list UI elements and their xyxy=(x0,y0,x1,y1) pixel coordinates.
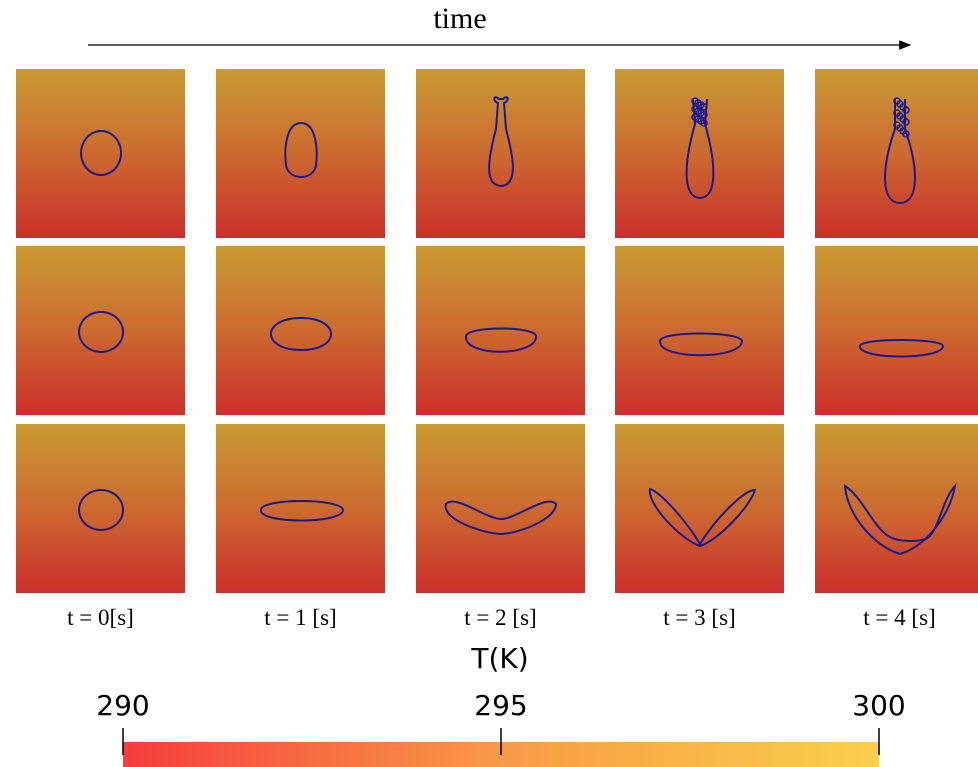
colorbar-tick-label: 295 xyxy=(474,689,527,722)
panel xyxy=(216,246,385,415)
colorbar-tick-label: 300 xyxy=(852,689,905,722)
panel xyxy=(815,424,978,593)
time-caption: t = 4 [s] xyxy=(863,605,935,630)
panel xyxy=(615,246,784,415)
panel xyxy=(16,246,185,415)
colorbar-title: T(K) xyxy=(470,642,528,675)
panel xyxy=(216,69,385,238)
time-caption: t = 1 [s] xyxy=(264,605,336,630)
page: {"header": {"title": "time"}, "columns":… xyxy=(0,0,978,767)
figure: time T(K) t = 0[s] t = 1 [s] t = 2 [s] t = … xyxy=(0,0,978,767)
panel xyxy=(815,69,978,238)
time-label: time xyxy=(433,2,486,35)
panel xyxy=(615,424,784,593)
time-caption: t = 2 [s] xyxy=(464,605,536,630)
panel xyxy=(416,246,585,415)
panel xyxy=(216,424,385,593)
panel xyxy=(815,246,978,415)
time-caption: t = 0[s] xyxy=(67,605,134,630)
panel xyxy=(416,424,585,593)
panel xyxy=(615,69,784,238)
panel xyxy=(16,69,185,238)
time-caption: t = 3 [s] xyxy=(663,605,735,630)
panel xyxy=(416,69,585,238)
panel xyxy=(16,424,185,593)
colorbar-tick-label: 290 xyxy=(96,689,149,722)
